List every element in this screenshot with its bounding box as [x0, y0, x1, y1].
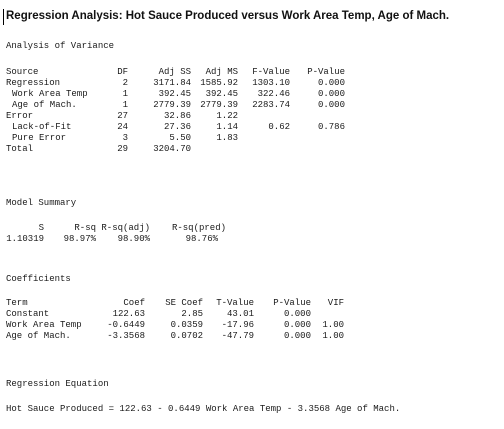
anova-cell-df: 1: [122, 100, 128, 110]
anova-cell-adj_ss: 392.45: [158, 89, 191, 99]
model-summary-header: R-sq(pred): [171, 223, 226, 233]
anova-cell-adj_ss: 2779.39: [153, 100, 191, 110]
anova-header-f-value: F-Value: [252, 67, 290, 77]
anova-cell-adj_ms: 1585.92: [200, 78, 238, 88]
anova-header-adj-ms: Adj MS: [205, 67, 238, 77]
anova-cell-adj_ms: 1.83: [216, 133, 238, 143]
anova-header-df: DF: [117, 67, 128, 77]
anova-cell-p: 0.000: [317, 89, 345, 99]
equation-heading: Regression Equation: [6, 379, 109, 389]
coef-header: P-Value: [273, 298, 311, 308]
coef-cell-coef: 122.63: [112, 309, 145, 319]
anova-cell-source: Regression: [6, 78, 61, 88]
coef-header: SE Coef: [165, 298, 203, 308]
anova-cell-df: 29: [117, 144, 128, 154]
anova-cell-df: 2: [122, 78, 128, 88]
coef-cell-se: 2.85: [181, 309, 203, 319]
anova-cell-adj_ms: 392.45: [205, 89, 238, 99]
model-summary-heading: Model Summary: [6, 198, 77, 208]
coef-cell-vif: 1.00: [322, 331, 344, 341]
model-summary-header: R-sq(adj): [101, 223, 150, 233]
anova-cell-adj_ss: 32.86: [163, 111, 191, 121]
coef-cell-p: 0.000: [283, 320, 311, 330]
anova-cell-df: 3: [122, 133, 128, 143]
anova-cell-p: 0.000: [317, 78, 345, 88]
anova-cell-adj_ss: 3171.84: [153, 78, 191, 88]
coef-cell-se: 0.0359: [170, 320, 203, 330]
anova-header-adj-ss: Adj SS: [158, 67, 191, 77]
anova-cell-adj_ss: 3204.70: [153, 144, 191, 154]
anova-cell-source: Pure Error: [12, 133, 67, 143]
model-summary-value: 1.10319: [6, 234, 44, 244]
text-cursor: [3, 9, 4, 25]
model-summary-header: S: [38, 223, 44, 233]
anova-cell-df: 1: [122, 89, 128, 99]
coefficients-heading: Coefficients: [6, 274, 71, 284]
anova-header-p-value: P-Value: [307, 67, 345, 77]
coef-cell-t: -17.96: [221, 320, 254, 330]
anova-cell-source: Age of Mach.: [12, 100, 77, 110]
anova-cell-p: 0.786: [317, 122, 345, 132]
coef-cell-t: -47.79: [221, 331, 254, 341]
coef-header: VIF: [327, 298, 344, 308]
anova-cell-f: 322.46: [257, 89, 290, 99]
regression-equation: Hot Sauce Produced = 122.63 - 0.6449 Wor…: [6, 404, 401, 414]
anova-header-source: Source: [6, 67, 39, 77]
anova-cell-source: Total: [6, 144, 34, 154]
coef-cell-vif: 1.00: [322, 320, 344, 330]
anova-cell-source: Error: [6, 111, 34, 121]
model-summary-value: 98.90%: [117, 234, 150, 244]
anova-cell-f: 1303.10: [252, 78, 290, 88]
coef-cell-coef: -0.6449: [107, 320, 145, 330]
anova-cell-adj_ms: 1.14: [216, 122, 238, 132]
anova-cell-adj_ss: 27.36: [163, 122, 191, 132]
anova-cell-source: Work Area Temp: [12, 89, 88, 99]
model-summary-header: R-sq: [74, 223, 96, 233]
anova-cell-df: 27: [117, 111, 128, 121]
anova-cell-adj_ss: 5.50: [169, 133, 191, 143]
coef-cell-term: Work Area Temp: [6, 320, 82, 330]
coef-cell-t: 43.01: [226, 309, 254, 319]
coef-header: T-Value: [216, 298, 254, 308]
coef-cell-p: 0.000: [283, 309, 311, 319]
model-summary-value: 98.97%: [63, 234, 96, 244]
coef-cell-term: Constant: [6, 309, 50, 319]
anova-cell-adj_ms: 1.22: [216, 111, 238, 121]
anova-heading: Analysis of Variance: [6, 41, 115, 51]
coef-cell-se: 0.0702: [170, 331, 203, 341]
coef-cell-p: 0.000: [283, 331, 311, 341]
coef-cell-term: Age of Mach.: [6, 331, 71, 341]
coef-header: Coef: [123, 298, 145, 308]
coef-cell-coef: -3.3568: [107, 331, 145, 341]
anova-cell-adj_ms: 2779.39: [200, 100, 238, 110]
anova-cell-f: 0.62: [268, 122, 290, 132]
anova-cell-p: 0.000: [317, 100, 345, 110]
anova-cell-source: Lack-of-Fit: [12, 122, 72, 132]
model-summary-value: 98.76%: [185, 234, 218, 244]
page-title: Regression Analysis: Hot Sauce Produced …: [6, 10, 450, 22]
anova-cell-df: 24: [117, 122, 128, 132]
coef-header: Term: [6, 298, 28, 308]
anova-cell-f: 2283.74: [252, 100, 290, 110]
